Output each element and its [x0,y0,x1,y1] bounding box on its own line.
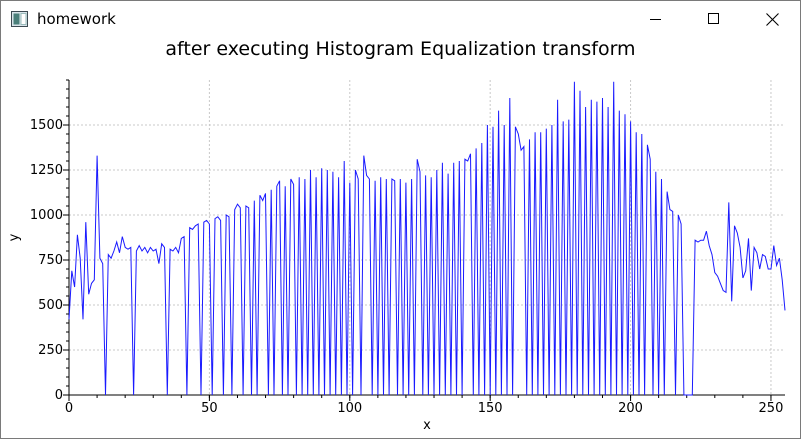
maximize-button[interactable] [685,1,743,37]
minimize-icon [650,19,661,20]
chart-title: after executing Histogram Equalization t… [165,38,636,60]
maximize-icon [708,13,719,24]
chart-ticks: 0 50 100 150 200 250 0 250 500 750 1000 1250 1500 [30,118,783,416]
y-tick-label: 1250 [30,163,63,178]
minimize-button[interactable] [627,1,685,37]
chart-axes [63,79,785,401]
x-tick-label: 250 [759,401,784,416]
x-tick-label: 100 [337,401,362,416]
window-title: homework [37,10,116,28]
y-tick-label: 1000 [30,208,63,223]
app-icon [11,11,28,27]
y-tick-label: 1500 [30,118,63,133]
x-axis-label: x [423,418,431,433]
x-tick-label: 0 [65,401,73,416]
close-button[interactable] [743,1,801,37]
title-bar[interactable]: homework [1,1,800,37]
y-tick-label: 0 [55,388,63,403]
y-tick-label: 500 [38,298,63,313]
close-icon [765,12,779,26]
x-tick-label: 50 [201,401,218,416]
x-tick-label: 150 [478,401,503,416]
y-axis-label: y [7,233,22,241]
y-tick-label: 750 [38,253,63,268]
y-tick-label: 250 [38,343,63,358]
x-tick-label: 200 [618,401,643,416]
series-line [68,81,786,396]
